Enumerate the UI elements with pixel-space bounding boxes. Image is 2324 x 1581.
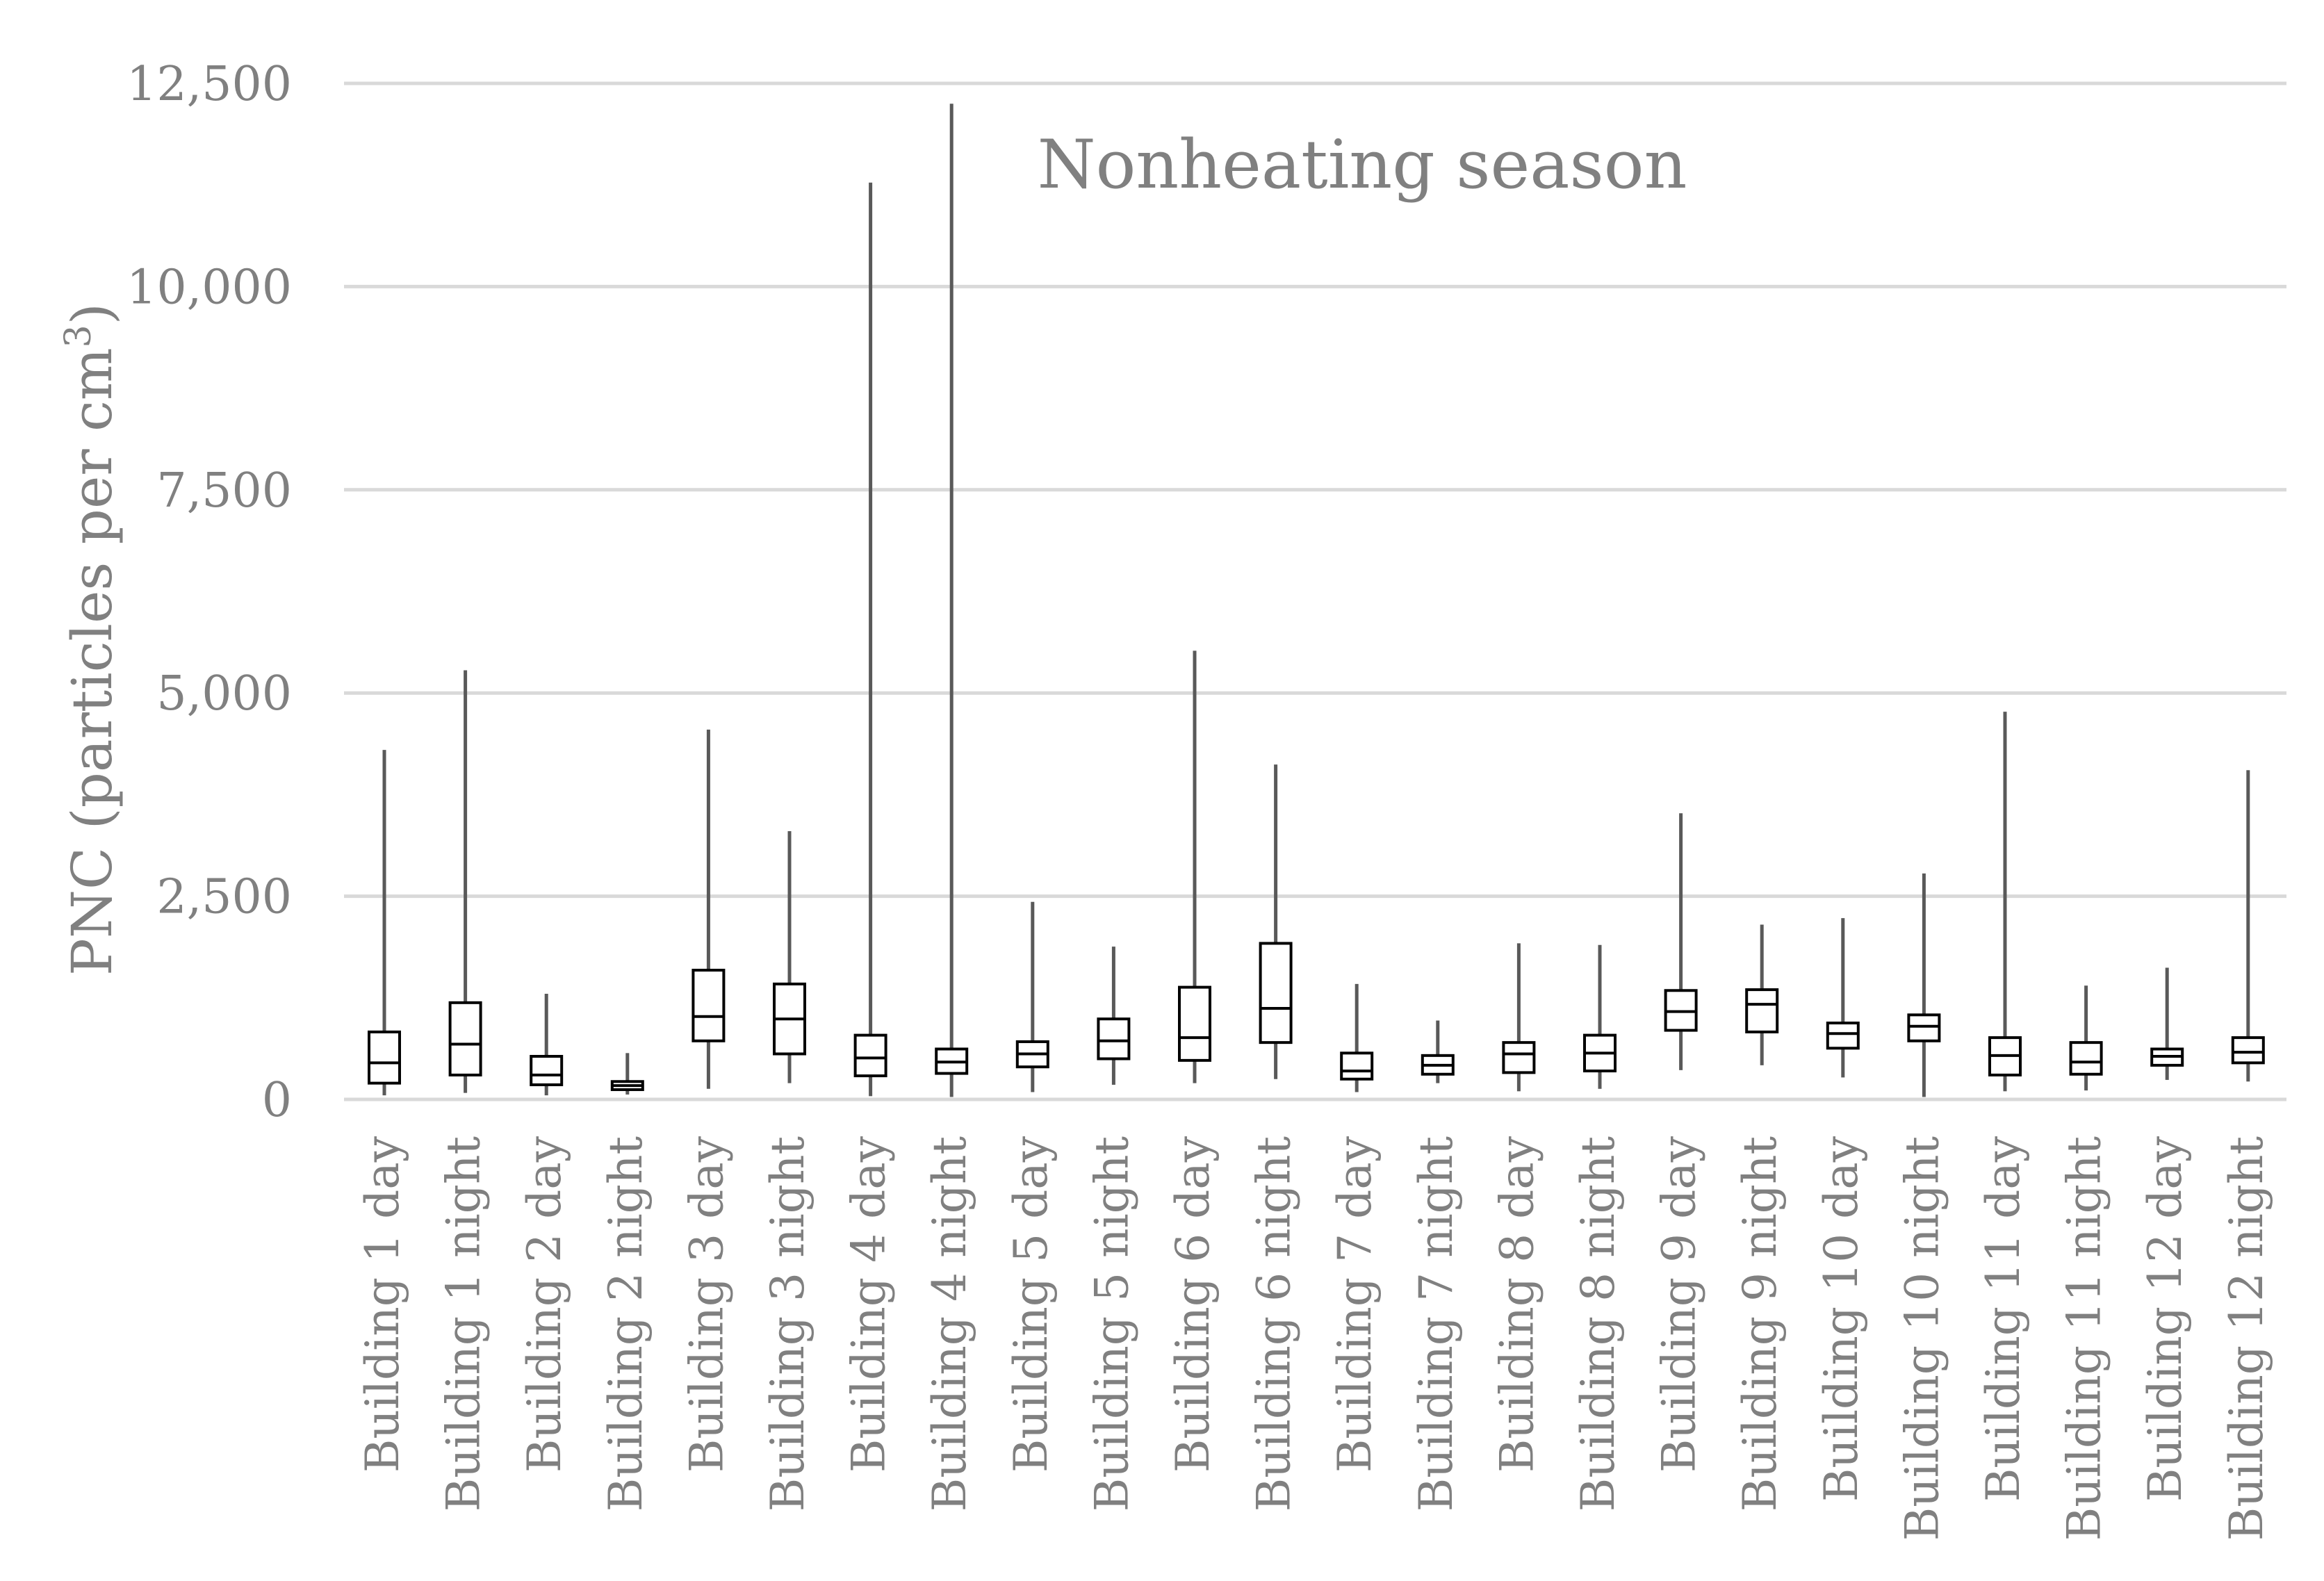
box-iqr xyxy=(1745,988,1779,1033)
x-category-label: Building 6 day xyxy=(1166,1136,1220,1473)
box-iqr xyxy=(448,1001,482,1076)
x-category-label: Building 8 night xyxy=(1571,1136,1625,1512)
box-iqr xyxy=(368,1030,401,1085)
y-tick-label: 2,500 xyxy=(156,870,292,925)
y-axis-title-superscript: 3 xyxy=(58,325,99,347)
chart-title: Nonheating season xyxy=(1038,126,1687,204)
x-category-label: Building 12 night xyxy=(2220,1136,2273,1541)
boxes xyxy=(368,942,2265,1091)
x-category-label: Building 10 day xyxy=(1815,1136,1868,1502)
box-iqr xyxy=(853,1033,887,1078)
box-iqr xyxy=(1340,1051,1374,1081)
y-tick-label: 12,500 xyxy=(126,57,292,112)
box-iqr xyxy=(1097,1017,1131,1060)
x-category-label: Building 11 day xyxy=(1977,1136,2030,1502)
x-category-label: Building 2 day xyxy=(518,1136,571,1473)
x-category-label: Building 3 day xyxy=(680,1136,733,1473)
x-category-label: Building 9 day xyxy=(1653,1136,1706,1473)
box-iqr xyxy=(530,1055,564,1086)
y-tick-label: 7,500 xyxy=(156,464,292,518)
y-tick-label: 5,000 xyxy=(156,666,292,721)
gridlines xyxy=(344,81,2286,899)
box-iqr xyxy=(1178,985,1211,1062)
x-category-label: Building 3 night xyxy=(761,1136,815,1512)
box-iqr xyxy=(692,969,726,1042)
box-iqr xyxy=(1259,942,1293,1045)
box-iqr xyxy=(2069,1041,2103,1076)
x-category-label: Building 1 day xyxy=(356,1136,409,1473)
box-iqr xyxy=(1907,1013,1941,1042)
y-axis-title-main: PNC (particles per cm xyxy=(60,347,124,976)
x-category-label: Building 5 day xyxy=(1004,1136,1058,1473)
x-category-label: Building 7 day xyxy=(1328,1136,1382,1473)
x-category-label: Building 11 night xyxy=(2058,1136,2111,1541)
box-iqr xyxy=(2231,1036,2265,1065)
x-category-label: Building 6 night xyxy=(1247,1136,1301,1512)
y-axis-tick-labels: 0 2,500 5,000 7,500 10,000 12,500 xyxy=(126,57,292,1128)
x-category-label: Building 4 day xyxy=(842,1136,896,1473)
x-category-label: Building 7 night xyxy=(1409,1136,1463,1512)
x-category-label: Building 4 night xyxy=(923,1136,976,1512)
x-category-label: Building 2 night xyxy=(599,1136,653,1512)
x-category-label: Building 12 day xyxy=(2138,1136,2192,1502)
x-axis-category-labels: Building 1 day Building 1 night Building 2… xyxy=(356,1136,2273,1541)
x-category-label: Building 9 night xyxy=(1733,1136,1787,1512)
x-category-label: Building 8 day xyxy=(1490,1136,1544,1473)
y-tick-label: 0 xyxy=(262,1073,292,1128)
y-tick-label: 10,000 xyxy=(126,260,292,315)
x-category-label: Building 5 night xyxy=(1085,1136,1138,1512)
y-axis-title: PNC (particles per cm3) xyxy=(58,303,124,976)
whiskers xyxy=(382,104,2250,1097)
y-axis-title-close: ) xyxy=(60,303,124,325)
box-iqr xyxy=(1826,1022,1860,1050)
x-category-label: Building 1 night xyxy=(437,1136,491,1512)
box-iqr xyxy=(1502,1041,1536,1074)
x-category-label: Building 10 night xyxy=(1895,1136,1949,1541)
